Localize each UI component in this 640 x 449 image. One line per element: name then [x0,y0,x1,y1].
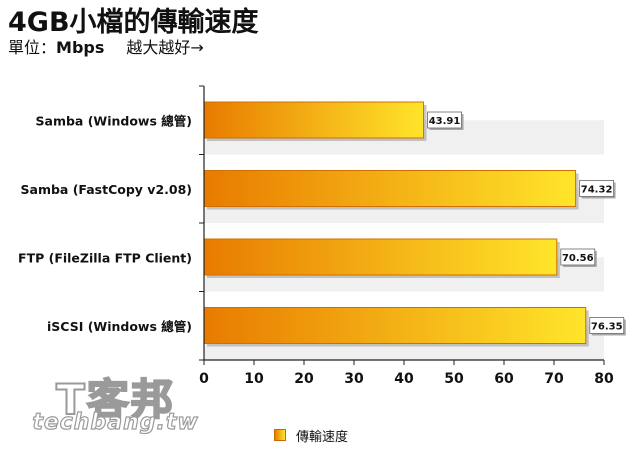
bar [203,307,587,344]
chart-subtitle: 單位：Mbps 越大越好→ [8,34,204,58]
x-tick-label: 40 [394,371,414,387]
chart-title: 4GB小檔的傳輸速度 [8,7,259,38]
watermark-logo-en: techbang.tw [32,409,199,435]
data-label: 43.91 [429,116,461,127]
x-tick-label: 0 [199,371,209,387]
techbang-watermark: T客邦 techbang.tw [28,372,203,436]
data-label-box [560,248,596,266]
data-label-box [427,111,462,129]
legend-swatch [274,429,286,441]
data-label: 76.35 [591,322,623,333]
x-tick-label: 60 [494,371,514,387]
x-tick-label: 20 [294,371,314,387]
category-label: Samba (FastCopy v2.08) [21,182,192,197]
x-tick-label: 70 [544,371,564,387]
unit-label: Mbps [56,38,105,57]
data-label: 70.56 [562,253,594,264]
category-label: iSCSI (Windows 總管) [47,319,192,334]
unit-prefix: 單位： [8,38,57,57]
chart-legend: 傳輸速度 [274,427,349,445]
legend-label: 傳輸速度 [296,429,349,445]
subtitle-note: 越大越好→ [126,38,204,57]
bar [203,170,577,207]
data-label-box [579,180,614,197]
watermark-logo-cn: T客邦 [55,374,175,425]
x-tick-label: 30 [344,371,364,387]
data-label-box [589,317,625,334]
x-tick-label: 10 [244,371,264,387]
category-label: FTP (FileZilla FTP Client) [18,250,192,265]
data-label: 74.32 [581,185,613,196]
category-label: Samba (Windows 總管) [36,113,192,128]
x-tick-label: 50 [444,371,464,387]
x-tick-label: 80 [594,371,614,387]
bar [203,238,558,276]
bar [203,101,425,139]
